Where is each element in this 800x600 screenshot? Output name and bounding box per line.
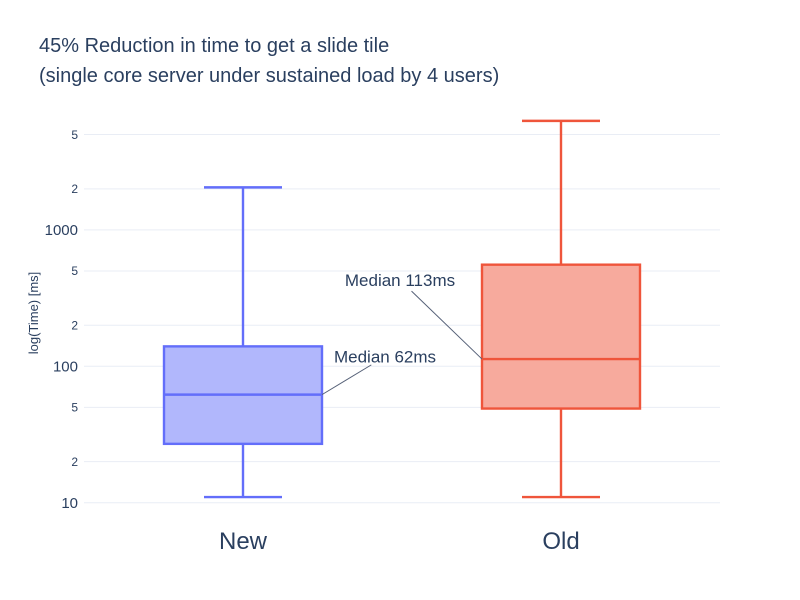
chart-title: 45% Reduction in time to get a slide til… (39, 31, 499, 91)
box-old[interactable] (480, 263, 642, 410)
y-tick-label: 2 (71, 455, 78, 469)
chart-title-line2: (single core server under sustained load… (39, 65, 500, 87)
annotation-leader-line-0 (411, 290, 483, 360)
annotation-text-0: Median 113ms (345, 271, 455, 290)
annotation-text-1: Median 62ms (334, 348, 436, 367)
annotation-leader-line-1 (321, 364, 372, 396)
y-tick-label: 2 (71, 182, 78, 196)
x-tick-label-old: Old (542, 528, 579, 555)
chart-title-line1: 45% Reduction in time to get a slide til… (39, 35, 390, 57)
y-tick-label: 2 (71, 318, 78, 332)
y-axis-title: log(Time) [ms] (26, 272, 41, 355)
y-tick-label: 5 (71, 401, 78, 415)
y-tick-label: 10 (61, 495, 78, 512)
y-tick-label: 1000 (45, 222, 78, 239)
y-tick-label: 5 (71, 264, 78, 278)
y-tick-label: 100 (53, 359, 78, 376)
x-tick-label-new: New (219, 528, 268, 555)
y-tick-label: 5 (71, 128, 78, 142)
